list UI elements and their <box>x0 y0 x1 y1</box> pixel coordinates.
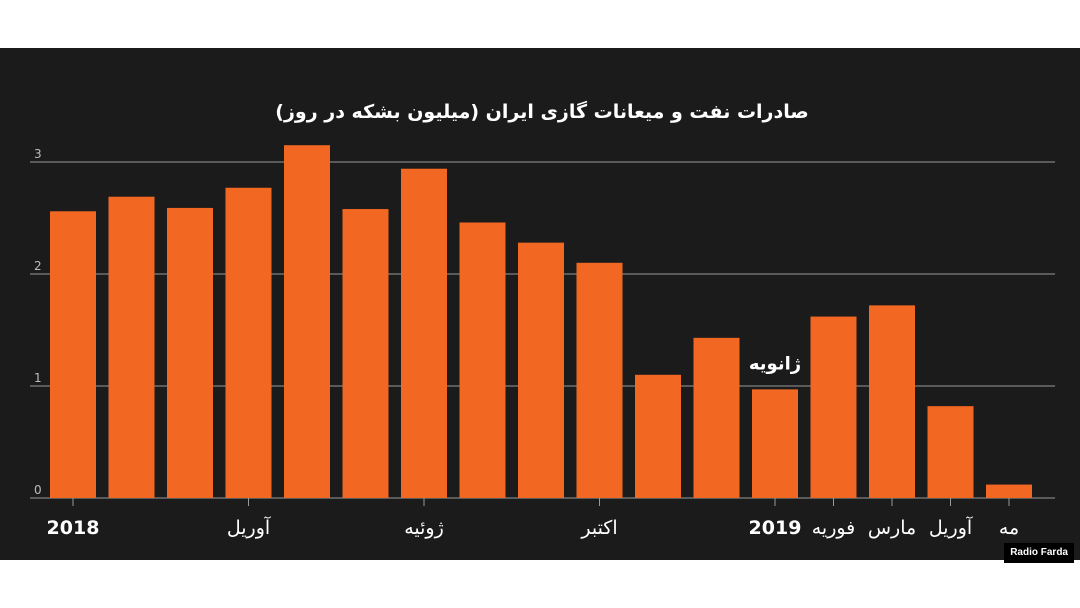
bar <box>518 242 564 498</box>
bar <box>108 196 155 498</box>
bar <box>459 222 506 499</box>
x-tick-label: 2019 <box>749 517 802 539</box>
x-tick-label: اکتبر <box>580 517 617 539</box>
chart-panel: صادرات نفت و میعانات گازی ایران (میلیون … <box>0 48 1080 560</box>
bar <box>869 305 915 498</box>
x-tick-label: 2018 <box>47 517 100 539</box>
y-tick-label: 2 <box>34 259 42 273</box>
bar <box>342 209 389 499</box>
chart-title: صادرات نفت و میعانات گازی ایران (میلیون … <box>275 100 808 123</box>
y-tick-label: 0 <box>34 483 42 497</box>
x-tick-label: آوریل <box>227 515 271 539</box>
bar <box>927 406 974 498</box>
x-tick-label: مارس <box>868 517 916 539</box>
bar <box>167 207 213 499</box>
x-tick-label: آوریل <box>929 515 973 539</box>
bar <box>752 389 798 498</box>
bar <box>50 211 96 498</box>
x-tick-label: مه <box>999 517 1019 539</box>
bar <box>810 316 857 498</box>
y-tick-label: 1 <box>34 371 42 385</box>
bar-annotation: ژانویه <box>749 353 801 374</box>
x-axis-labels: 2018 آوریل ژوئیه اکتبر 2019 فوریه مارس آوریل مه ژ… <box>47 353 1020 539</box>
source-credit: Radio Farda <box>1004 543 1074 563</box>
bars <box>50 145 1032 499</box>
x-tick-label: فوریه <box>812 517 856 539</box>
bar <box>401 168 447 498</box>
bar <box>693 337 740 498</box>
x-tick-label: ژوئیه <box>404 517 444 539</box>
bar <box>576 262 623 498</box>
bar <box>986 484 1032 498</box>
bar <box>225 187 272 498</box>
y-tick-label: 3 <box>34 147 42 161</box>
bar-chart: صادرات نفت و میعانات گازی ایران (میلیون … <box>30 100 1055 539</box>
bar <box>635 374 681 498</box>
bar <box>284 145 330 498</box>
